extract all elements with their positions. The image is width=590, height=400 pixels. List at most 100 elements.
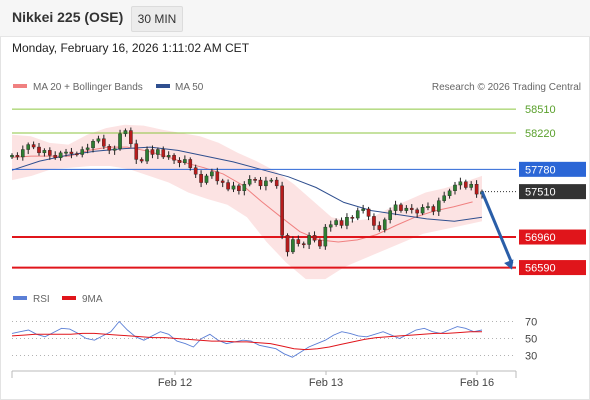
rsi-level-label-70: 70 [525,317,537,329]
candle [85,143,90,154]
candle [193,164,198,179]
candle-body [431,206,436,212]
candle-body [226,182,230,190]
candle [26,142,31,155]
candle [96,135,101,144]
legend-swatch-9ma [62,296,76,300]
candle-body [102,138,106,147]
candle-body [350,217,355,219]
candle-body [420,207,425,214]
level-label-58220: 58220 [525,128,556,140]
candle [377,221,382,232]
candle-body [37,146,41,154]
candle-body [253,179,257,181]
candle [102,134,106,150]
candle [204,173,209,185]
candle-body [382,219,387,230]
candle [312,231,317,243]
candle-body [188,159,193,168]
rsi-levels: 70 50 30 [12,317,537,363]
candle [350,215,355,223]
candle-body [264,180,268,187]
candle [355,207,360,221]
candle [328,220,333,232]
candle-body [172,155,176,161]
candle-body [388,210,392,220]
candle-body [355,210,360,219]
arrow-head [504,259,514,270]
candle-body [285,235,290,253]
candle [447,188,452,199]
legend-label-ma50: MA 50 [175,82,204,93]
candle-body [199,174,203,183]
candle-body [220,180,225,183]
candle [382,217,387,233]
candle [134,139,139,164]
candle-body [64,151,68,154]
candle-body [210,171,214,177]
candle [442,191,446,203]
candle [75,151,79,157]
candle-body [26,144,31,150]
candle-body [75,153,79,156]
candle [48,147,52,160]
candle [215,167,220,185]
candle [91,139,95,153]
x-tick-label: Feb 16 [460,377,494,389]
candle-body [366,208,371,217]
candle-body [118,133,122,149]
candle-body [318,240,322,247]
candle-body [242,183,247,192]
candlesticks [10,127,484,257]
candle [37,143,41,156]
level-label-57510: 57510 [525,187,556,199]
interval-button[interactable]: 30 MIN [131,6,183,32]
candle [80,146,85,158]
arrow-shaft [480,191,514,265]
candle-body [204,175,209,183]
candle [42,148,47,157]
candle-body [339,220,344,226]
candle [339,217,344,229]
candle [388,207,392,224]
candle [415,207,419,218]
candle [172,153,176,164]
bollinger-band [12,124,482,280]
ma50-path [11,146,483,222]
candle-body [96,138,101,142]
candle-body [48,150,52,156]
candle-body [447,190,452,196]
candle-body [215,171,220,182]
candle-body [237,185,241,192]
header-bar: Nikkei 225 (OSE) 30 MIN [0,0,590,37]
candle-body [323,226,328,247]
candle [226,179,230,192]
candle [361,204,365,214]
level-label-58510: 58510 [525,104,556,116]
candle [15,152,20,160]
candle-body [269,179,274,182]
candle-body [134,143,139,160]
candle [474,180,479,198]
candle-body [150,149,155,155]
candle [129,127,133,148]
ma20-line [11,146,473,243]
candle-body [193,167,198,175]
candle-body [442,195,446,201]
candle-body [31,144,36,148]
candle-body [21,149,25,158]
candle-body [377,225,382,230]
x-axis: Feb 12 Feb 13 Feb 16 [11,370,517,389]
candle [258,177,263,190]
candle [301,241,306,249]
candle [274,177,279,189]
candle-body [145,149,149,162]
candle [161,146,166,160]
candle [431,204,436,216]
level-tag-57780 [519,161,586,177]
candle [372,213,376,231]
research-credit: Research © 2026 Trading Central [432,82,581,93]
candle-body [296,239,301,244]
candle-body [112,148,117,151]
